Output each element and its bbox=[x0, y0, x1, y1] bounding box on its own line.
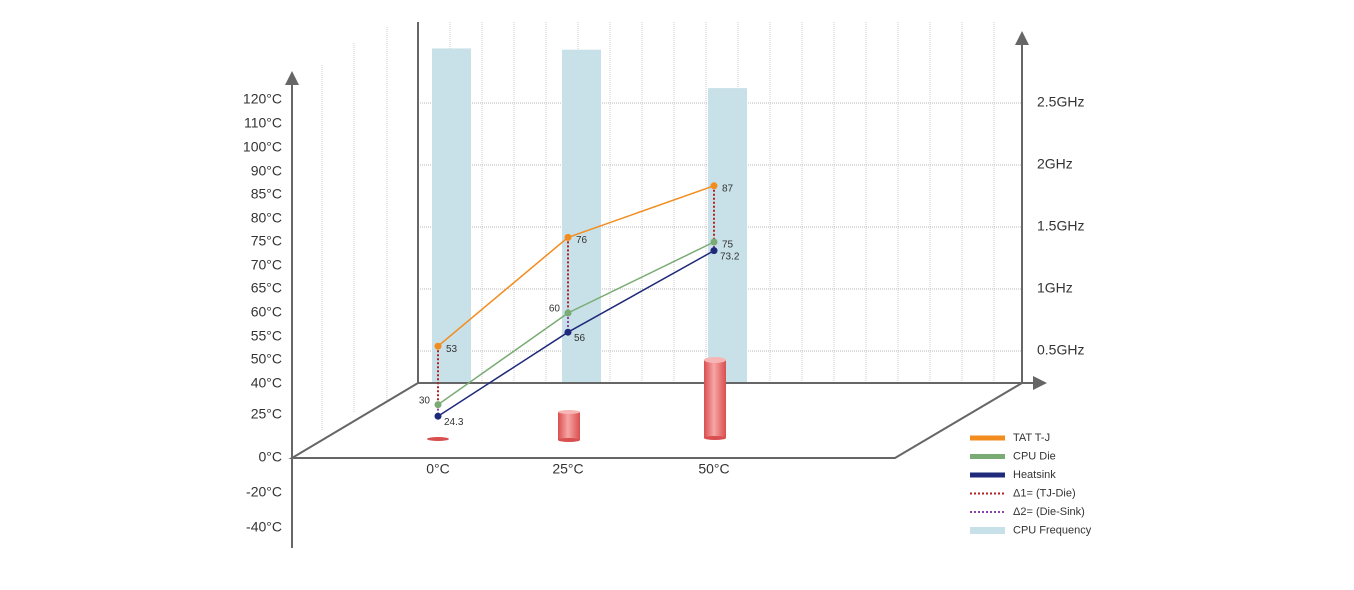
point bbox=[434, 401, 442, 409]
y2-tick-label: 1GHz bbox=[1037, 280, 1073, 296]
y-tick-label: 0°C bbox=[259, 449, 283, 465]
y-tick-label: 50°C bbox=[251, 351, 282, 367]
legend-label: Δ1= (TJ-Die) bbox=[1013, 487, 1076, 499]
point bbox=[710, 238, 718, 246]
y-tick-label: -40°C bbox=[246, 519, 282, 535]
x-tick-label: 50°C bbox=[698, 461, 729, 477]
data-label: 30 bbox=[419, 395, 431, 406]
point bbox=[434, 412, 442, 420]
point bbox=[434, 342, 442, 350]
y-tick-label: -20°C bbox=[246, 484, 282, 500]
y-tick-label: 85°C bbox=[251, 186, 282, 202]
data-label: 76 bbox=[576, 235, 588, 246]
y-tick-label: 75°C bbox=[251, 233, 282, 249]
y-tick-label: 60°C bbox=[251, 304, 282, 320]
data-label: 24.3 bbox=[444, 417, 464, 428]
point bbox=[564, 328, 572, 336]
data-label: 75 bbox=[722, 240, 734, 251]
legend-label: CPU Die bbox=[1013, 450, 1056, 462]
data-label: 56 bbox=[574, 333, 586, 344]
y-tick-label: 100°C bbox=[243, 139, 282, 155]
y2-tick-label: 0.5GHz bbox=[1037, 342, 1084, 358]
data-label: 73.2 bbox=[720, 251, 740, 262]
data-label: 60 bbox=[549, 304, 561, 315]
y-tick-label: 25°C bbox=[251, 406, 282, 422]
y-tick-label: 70°C bbox=[251, 257, 282, 273]
point bbox=[564, 309, 572, 317]
legend-label: Heatsink bbox=[1013, 469, 1056, 481]
x-tick-label: 25°C bbox=[552, 461, 583, 477]
frequency-bar bbox=[432, 48, 471, 383]
y2-tick-label: 2GHz bbox=[1037, 156, 1073, 172]
legend-label: Δ2= (Die-Sink) bbox=[1013, 506, 1085, 518]
legend-label: CPU Frequency bbox=[1013, 524, 1092, 536]
y-tick-label: 40°C bbox=[251, 375, 282, 391]
frequency-bar bbox=[562, 49, 601, 384]
y2-tick-label: 1.5GHz bbox=[1037, 218, 1084, 234]
y-tick-label: 110°C bbox=[244, 115, 282, 131]
data-label: 53 bbox=[446, 344, 458, 355]
back-wall bbox=[418, 22, 1022, 384]
y2-tick-label: 2.5GHz bbox=[1037, 94, 1084, 110]
perspective-lines bbox=[321, 27, 388, 430]
y-tick-label: 55°C bbox=[251, 328, 282, 344]
cylinders bbox=[427, 357, 726, 442]
y-tick-label: 90°C bbox=[251, 163, 282, 179]
y-tick-label: 120°C bbox=[243, 91, 282, 107]
point bbox=[564, 233, 572, 241]
legend-label: TAT T-J bbox=[1013, 432, 1050, 444]
point bbox=[710, 182, 718, 190]
floor bbox=[288, 382, 1023, 459]
x-tick-label: 0°C bbox=[426, 461, 450, 477]
point bbox=[710, 247, 718, 255]
y-tick-label: 80°C bbox=[251, 210, 282, 226]
y-tick-label: 65°C bbox=[251, 280, 282, 296]
data-label: 87 bbox=[722, 183, 734, 194]
axes bbox=[285, 22, 1047, 548]
